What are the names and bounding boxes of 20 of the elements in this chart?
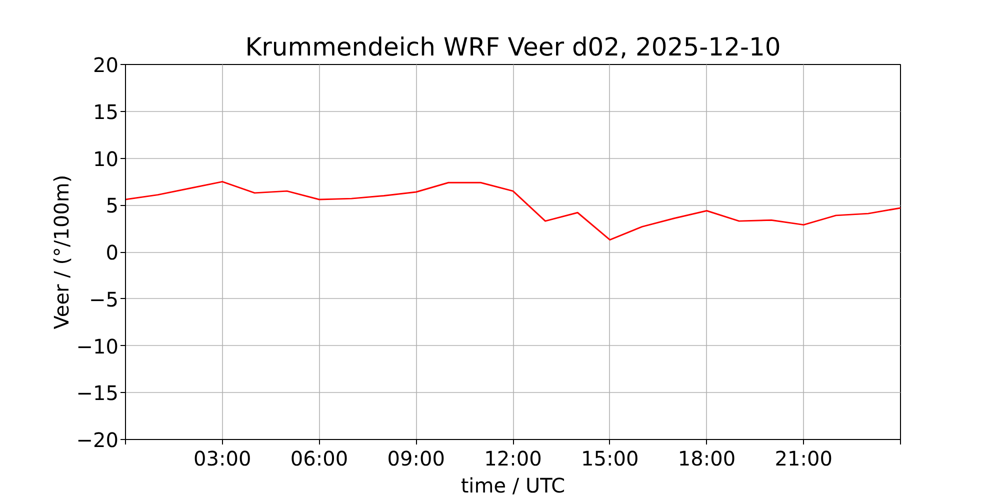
y-tick-label: 10 <box>93 146 119 171</box>
x-tick-label: 12:00 <box>484 446 542 470</box>
y-tick-label: −20 <box>76 428 119 452</box>
y-tick-label: 5 <box>106 194 119 218</box>
y-tick-label: −10 <box>76 334 119 358</box>
x-tick-label: 18:00 <box>678 446 736 470</box>
line-series <box>126 180 900 241</box>
y-tick-label: −5 <box>89 287 118 312</box>
y-tick-label: −15 <box>76 381 119 406</box>
y-tick-label: 20 <box>93 53 119 77</box>
x-tick-label: 21:00 <box>774 446 832 470</box>
y-tick-label: 15 <box>93 100 119 124</box>
x-tick-label: 15:00 <box>581 446 639 470</box>
x-axis-title: time / UTC <box>460 474 566 498</box>
chart-title: Krummendeich WRF Veer d02, 2025-12-10 <box>245 32 781 62</box>
y-axis-title: Veer / (°/100m) <box>49 174 74 330</box>
x-tick-label: 06:00 <box>290 446 348 470</box>
x-tick-label: 09:00 <box>387 446 445 470</box>
y-tick-label: 0 <box>106 240 119 264</box>
x-tick-label: 03:00 <box>194 446 252 470</box>
